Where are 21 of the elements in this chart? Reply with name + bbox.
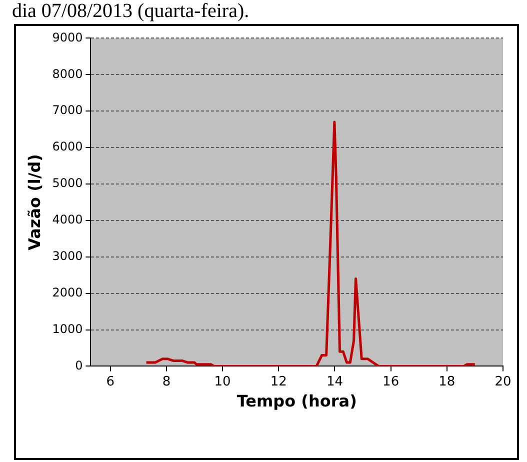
x-tick-label: 16	[382, 374, 400, 390]
text: dia 07/08/2013 (quarta-feira).	[12, 0, 250, 23]
y-axis-title: Vazão (l/d)	[24, 154, 44, 250]
x-tick-label: 10	[214, 374, 231, 390]
x-tick-label: 12	[270, 374, 287, 390]
y-tick-label: 9000	[52, 30, 83, 44]
y-tick-label: 7000	[52, 103, 83, 118]
x-tick-label: 6	[106, 374, 115, 390]
x-axis-title: Tempo (hora)	[236, 392, 357, 411]
y-tick-label: 8000	[52, 66, 83, 81]
y-tick-label: 6000	[52, 140, 83, 154]
x-tick-label: 18	[438, 374, 456, 390]
y-tick-label: 1000	[52, 322, 83, 336]
x-tick-label: 14	[326, 374, 344, 390]
y-tick-label: 3000	[52, 248, 83, 263]
y-tick-label: 0	[75, 358, 83, 372]
y-tick-label: 4000	[52, 212, 83, 227]
y-tick-label: 5000	[52, 176, 83, 190]
y-tick-label: 2000	[52, 285, 83, 300]
x-tick-label: 8	[162, 374, 171, 390]
x-tick-label: 20	[494, 374, 512, 390]
